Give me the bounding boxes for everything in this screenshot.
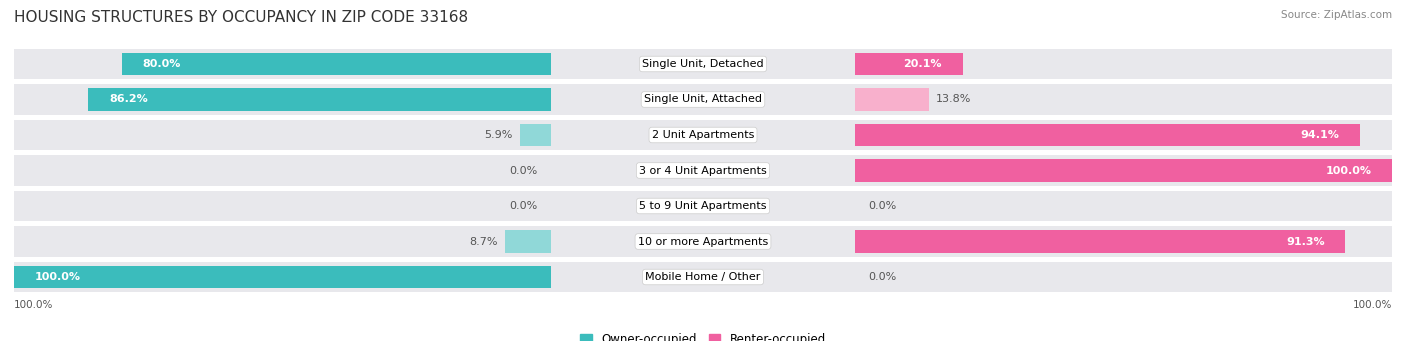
Bar bbox=[855, 231, 1346, 252]
Text: 8.7%: 8.7% bbox=[470, 237, 498, 247]
Text: Single Unit, Detached: Single Unit, Detached bbox=[643, 59, 763, 69]
Text: 94.1%: 94.1% bbox=[1301, 130, 1340, 140]
Text: 3 or 4 Unit Apartments: 3 or 4 Unit Apartments bbox=[640, 165, 766, 176]
Text: 5 to 9 Unit Apartments: 5 to 9 Unit Apartments bbox=[640, 201, 766, 211]
Text: 86.2%: 86.2% bbox=[108, 94, 148, 104]
Bar bbox=[0, 191, 1406, 221]
Text: 0.0%: 0.0% bbox=[509, 201, 537, 211]
Text: 91.3%: 91.3% bbox=[1286, 237, 1324, 247]
Bar bbox=[855, 124, 1360, 146]
Bar bbox=[0, 49, 1406, 79]
Bar bbox=[855, 89, 929, 110]
Bar bbox=[0, 120, 1406, 150]
Text: Source: ZipAtlas.com: Source: ZipAtlas.com bbox=[1281, 10, 1392, 20]
Text: 5.9%: 5.9% bbox=[485, 130, 513, 140]
Text: Single Unit, Attached: Single Unit, Attached bbox=[644, 94, 762, 104]
Text: 10 or more Apartments: 10 or more Apartments bbox=[638, 237, 768, 247]
Text: Mobile Home / Other: Mobile Home / Other bbox=[645, 272, 761, 282]
Bar bbox=[0, 155, 1406, 186]
Bar bbox=[0, 85, 1406, 115]
Text: 0.0%: 0.0% bbox=[509, 165, 537, 176]
Bar bbox=[0, 262, 1406, 292]
Text: 100.0%: 100.0% bbox=[1353, 300, 1392, 310]
Text: 100.0%: 100.0% bbox=[14, 300, 53, 310]
Text: 0.0%: 0.0% bbox=[869, 272, 897, 282]
Text: 100.0%: 100.0% bbox=[35, 272, 80, 282]
Bar bbox=[14, 266, 551, 288]
Legend: Owner-occupied, Renter-occupied: Owner-occupied, Renter-occupied bbox=[575, 329, 831, 341]
Bar bbox=[505, 231, 551, 252]
Text: 2 Unit Apartments: 2 Unit Apartments bbox=[652, 130, 754, 140]
Bar bbox=[855, 53, 963, 75]
Bar bbox=[89, 89, 551, 110]
Text: 80.0%: 80.0% bbox=[142, 59, 180, 69]
Bar bbox=[0, 226, 1406, 256]
Bar bbox=[520, 124, 551, 146]
Text: 100.0%: 100.0% bbox=[1326, 165, 1371, 176]
Bar bbox=[855, 160, 1392, 181]
Text: 13.8%: 13.8% bbox=[935, 94, 972, 104]
Text: HOUSING STRUCTURES BY OCCUPANCY IN ZIP CODE 33168: HOUSING STRUCTURES BY OCCUPANCY IN ZIP C… bbox=[14, 10, 468, 25]
Bar bbox=[121, 53, 551, 75]
Text: 20.1%: 20.1% bbox=[904, 59, 942, 69]
Text: 0.0%: 0.0% bbox=[869, 201, 897, 211]
